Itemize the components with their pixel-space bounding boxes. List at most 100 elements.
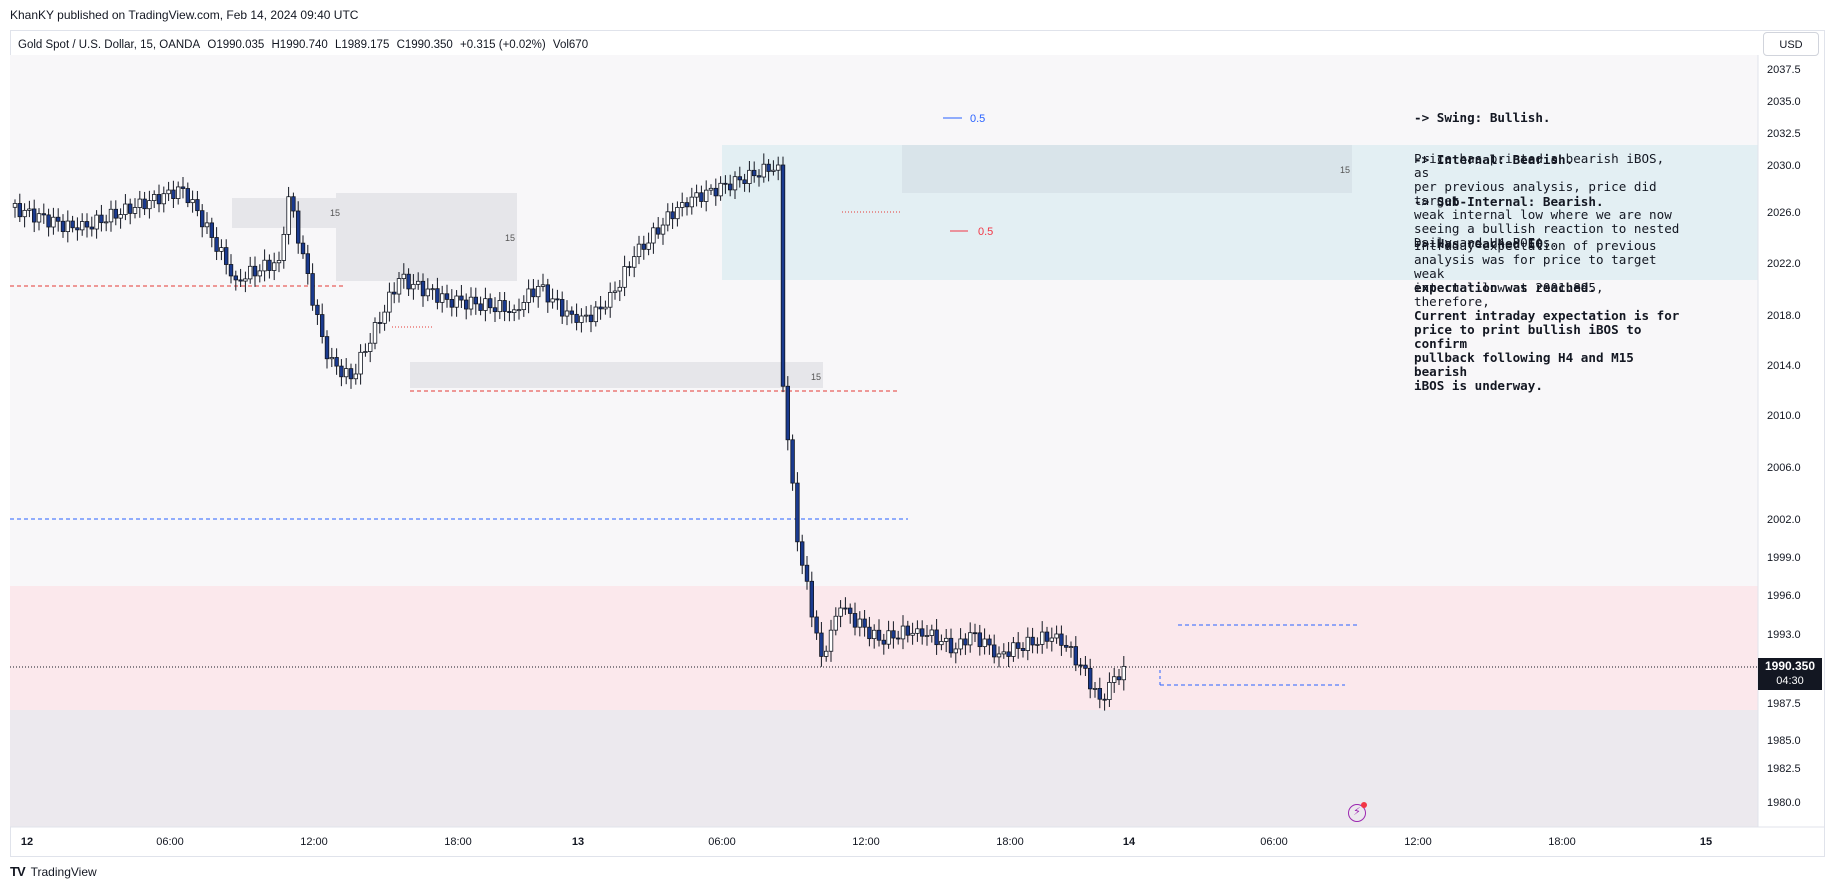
candle-bearish	[199, 210, 205, 228]
symbol-title[interactable]: Gold Spot / U.S. Dollar, 15, OANDA	[18, 39, 201, 51]
candle-bearish	[800, 541, 805, 566]
candle-bullish	[1092, 688, 1098, 690]
candle-bullish	[430, 288, 435, 291]
candle-bearish	[180, 186, 186, 189]
candle-bullish	[27, 208, 32, 211]
analysis-paragraph-1: Price has printed a bearish iBOS, as per…	[1414, 151, 1680, 250]
candle-bullish	[665, 211, 670, 226]
price-axis[interactable]: 1980.0 1982.5 1985.0 1987.5 1993.0 1996.0 1999…	[1767, 64, 1801, 809]
candle-bearish	[142, 198, 147, 210]
candle-bearish	[435, 288, 440, 303]
candle-bullish	[833, 615, 838, 631]
candle-bearish	[305, 253, 310, 274]
candle-bearish	[728, 183, 733, 191]
candle-bullish	[65, 220, 70, 233]
candle-bearish	[267, 259, 272, 271]
candle-bearish	[334, 357, 339, 367]
last-price-value: 1990.350	[1764, 659, 1816, 673]
currency-button[interactable]: USD	[1763, 32, 1819, 56]
candle-bearish	[89, 226, 94, 230]
candle-bullish	[593, 306, 598, 323]
candle-bearish	[934, 629, 939, 646]
candle-bullish	[425, 288, 430, 297]
legend-change: +0.315 (+0.02%)	[460, 39, 546, 51]
candle-bullish	[516, 309, 522, 312]
candle-bearish	[574, 313, 579, 323]
candle-bullish	[147, 200, 152, 210]
candle-bullish	[958, 638, 963, 650]
last-price-tag: 1990.350 04:30	[1758, 658, 1822, 690]
time-axis[interactable]: 12 06:00 12:00 18:00 13 06:00 12:00 18:00 14 06:0…	[21, 836, 1712, 848]
time-tick-label: 13	[572, 836, 584, 848]
candle-bearish	[1016, 642, 1021, 649]
candle-bullish	[910, 632, 915, 636]
candle-bearish	[75, 227, 80, 231]
price-tick-label: 2014.0	[1767, 360, 1801, 372]
candle-bullish	[939, 641, 944, 646]
candle-bearish	[713, 187, 718, 197]
zone-label: 15	[505, 233, 515, 243]
price-tick-label: 2037.5	[1767, 64, 1801, 76]
candle-bearish	[852, 613, 858, 628]
candle-bullish	[276, 260, 282, 264]
candle-bearish	[560, 299, 565, 317]
price-tick-label: 2002.0	[1767, 514, 1801, 526]
candle-bearish	[843, 607, 848, 610]
candle-bearish	[670, 211, 675, 220]
candle-bearish	[1116, 676, 1122, 681]
candle-bearish	[790, 439, 795, 484]
candle-bullish	[353, 373, 358, 380]
candle-bearish	[171, 189, 176, 199]
candle-bearish	[252, 265, 258, 277]
candle-bearish	[214, 237, 219, 252]
candle-bullish	[732, 176, 738, 191]
order-block-zone-1	[232, 198, 336, 228]
candle-bearish	[737, 176, 742, 181]
candle-bearish	[972, 632, 978, 635]
candle-bullish	[281, 233, 286, 261]
candle-bearish	[569, 310, 574, 315]
candle-bullish	[1068, 646, 1074, 648]
candle-bullish	[123, 203, 128, 215]
candle-bearish	[377, 322, 382, 324]
candle-bearish	[84, 221, 90, 228]
candle-bullish	[1025, 636, 1030, 651]
lightning-icon[interactable]: ⚡	[1348, 804, 1366, 822]
candle-bearish	[987, 638, 992, 646]
candle-bearish	[627, 266, 632, 268]
zone-label: 15	[1340, 165, 1350, 175]
price-tick-label: 2018.0	[1767, 310, 1801, 322]
candle-bullish	[396, 278, 402, 295]
analysis-paragraph-2-conclusion: expectation was reached.	[1414, 280, 1596, 295]
candle-bearish	[156, 194, 162, 205]
candle-bullish	[944, 637, 949, 642]
symbol-legend: Gold Spot / U.S. Dollar, 15, OANDA O1990…	[18, 35, 592, 55]
candle-bullish	[512, 309, 517, 313]
candle-bullish	[915, 628, 920, 634]
candle-bullish	[1054, 633, 1059, 639]
candle-bearish	[60, 220, 66, 233]
tradingview-footer[interactable]: TV TradingView	[10, 862, 97, 882]
candle-bearish	[742, 179, 747, 184]
candle-bearish	[795, 482, 800, 543]
candle-bullish	[776, 164, 781, 171]
time-tick-label: 14	[1123, 836, 1136, 848]
candle-bearish	[780, 164, 786, 387]
candle-bearish	[1083, 664, 1088, 669]
candle-bearish	[1059, 633, 1064, 646]
candle-bullish	[689, 196, 694, 208]
candle-bearish	[420, 280, 426, 297]
candle-bullish	[382, 311, 387, 324]
candle-bearish	[641, 243, 646, 250]
candle-bullish	[1107, 681, 1112, 700]
supply-zone-m15-top	[902, 145, 1352, 193]
candle-bullish	[415, 280, 421, 285]
candle-bullish	[358, 351, 363, 375]
candle-bearish	[1088, 667, 1093, 690]
candle-bullish	[329, 357, 334, 360]
candle-bearish	[391, 291, 397, 295]
candle-bearish	[195, 199, 200, 212]
candle-bearish	[948, 637, 954, 654]
candle-bullish	[694, 192, 699, 198]
